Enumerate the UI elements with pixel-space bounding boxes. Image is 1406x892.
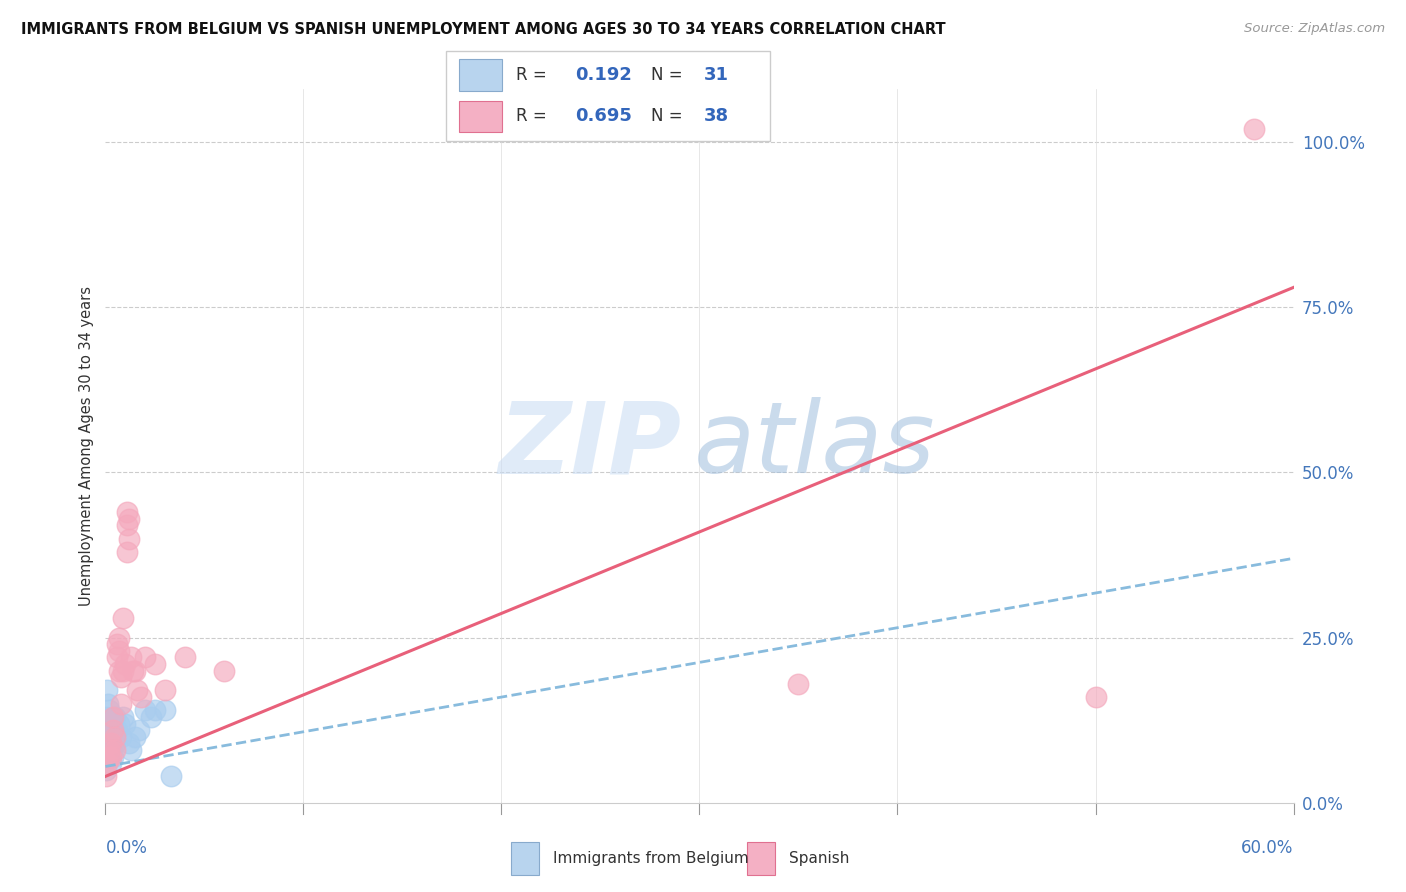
Point xyxy=(96,743,118,757)
Bar xyxy=(460,60,502,91)
Point xyxy=(103,723,125,738)
Point xyxy=(103,723,125,738)
Point xyxy=(159,769,181,783)
Point xyxy=(104,743,127,757)
Point xyxy=(129,690,152,704)
FancyBboxPatch shape xyxy=(446,51,770,141)
Point xyxy=(118,736,141,750)
Point xyxy=(153,703,176,717)
Text: 0.192: 0.192 xyxy=(575,66,631,84)
Point xyxy=(104,736,127,750)
Point xyxy=(173,650,195,665)
Point xyxy=(103,749,125,764)
Point xyxy=(143,657,166,671)
Point xyxy=(110,697,132,711)
Point xyxy=(214,664,236,678)
Point xyxy=(108,664,131,678)
Point xyxy=(134,703,156,717)
Point xyxy=(96,730,118,744)
Point xyxy=(96,683,118,698)
Bar xyxy=(460,101,502,132)
Point xyxy=(100,749,122,764)
Point xyxy=(108,644,131,658)
Text: 0.0%: 0.0% xyxy=(105,839,148,857)
Text: 0.695: 0.695 xyxy=(575,107,631,125)
Text: IMMIGRANTS FROM BELGIUM VS SPANISH UNEMPLOYMENT AMONG AGES 30 TO 34 YEARS CORREL: IMMIGRANTS FROM BELGIUM VS SPANISH UNEMP… xyxy=(21,22,946,37)
Text: Source: ZipAtlas.com: Source: ZipAtlas.com xyxy=(1244,22,1385,36)
Point xyxy=(153,683,176,698)
Point xyxy=(787,677,810,691)
Bar xyxy=(510,842,538,874)
Point xyxy=(139,710,162,724)
Point xyxy=(108,631,131,645)
Text: R =: R = xyxy=(516,107,547,125)
Point xyxy=(110,670,132,684)
Point xyxy=(98,703,121,717)
Text: N =: N = xyxy=(651,107,683,125)
Point xyxy=(108,716,131,731)
Y-axis label: Unemployment Among Ages 30 to 34 years: Unemployment Among Ages 30 to 34 years xyxy=(79,286,94,606)
Point xyxy=(103,710,125,724)
Point xyxy=(120,650,142,665)
Text: 38: 38 xyxy=(704,107,730,125)
Point xyxy=(94,769,117,783)
Text: atlas: atlas xyxy=(693,398,935,494)
Point xyxy=(115,545,138,559)
Point xyxy=(100,736,122,750)
Point xyxy=(128,723,150,738)
Point xyxy=(115,505,138,519)
Point xyxy=(143,703,166,717)
Point xyxy=(112,710,135,724)
Point xyxy=(127,683,149,698)
Point xyxy=(97,697,120,711)
Point xyxy=(105,637,128,651)
Point xyxy=(122,664,145,678)
Point xyxy=(112,611,135,625)
Point xyxy=(100,736,122,750)
Text: N =: N = xyxy=(651,66,683,84)
Point xyxy=(118,532,141,546)
Point xyxy=(124,730,146,744)
Point xyxy=(98,749,121,764)
Text: Immigrants from Belgium: Immigrants from Belgium xyxy=(553,851,748,866)
Point xyxy=(134,650,156,665)
Point xyxy=(97,716,120,731)
Point xyxy=(96,756,118,771)
Point xyxy=(100,756,122,771)
Point xyxy=(118,511,141,525)
Text: 31: 31 xyxy=(704,66,728,84)
Point xyxy=(114,716,136,731)
Point xyxy=(124,664,146,678)
Point xyxy=(115,518,138,533)
Point xyxy=(98,749,121,764)
Point xyxy=(1084,690,1107,704)
Text: 60.0%: 60.0% xyxy=(1241,839,1294,857)
Point xyxy=(110,730,132,744)
Point xyxy=(114,657,136,671)
Point xyxy=(105,650,128,665)
Point xyxy=(104,730,127,744)
Point xyxy=(105,723,128,738)
Point xyxy=(100,716,122,731)
Text: ZIP: ZIP xyxy=(499,398,682,494)
Point xyxy=(120,743,142,757)
Point xyxy=(96,710,118,724)
Point xyxy=(98,730,121,744)
Text: R =: R = xyxy=(516,66,547,84)
Point xyxy=(1243,121,1265,136)
Point xyxy=(98,743,121,757)
Point xyxy=(94,763,117,777)
Bar xyxy=(748,842,775,874)
Point xyxy=(104,710,127,724)
Text: Spanish: Spanish xyxy=(789,851,849,866)
Point xyxy=(112,664,135,678)
